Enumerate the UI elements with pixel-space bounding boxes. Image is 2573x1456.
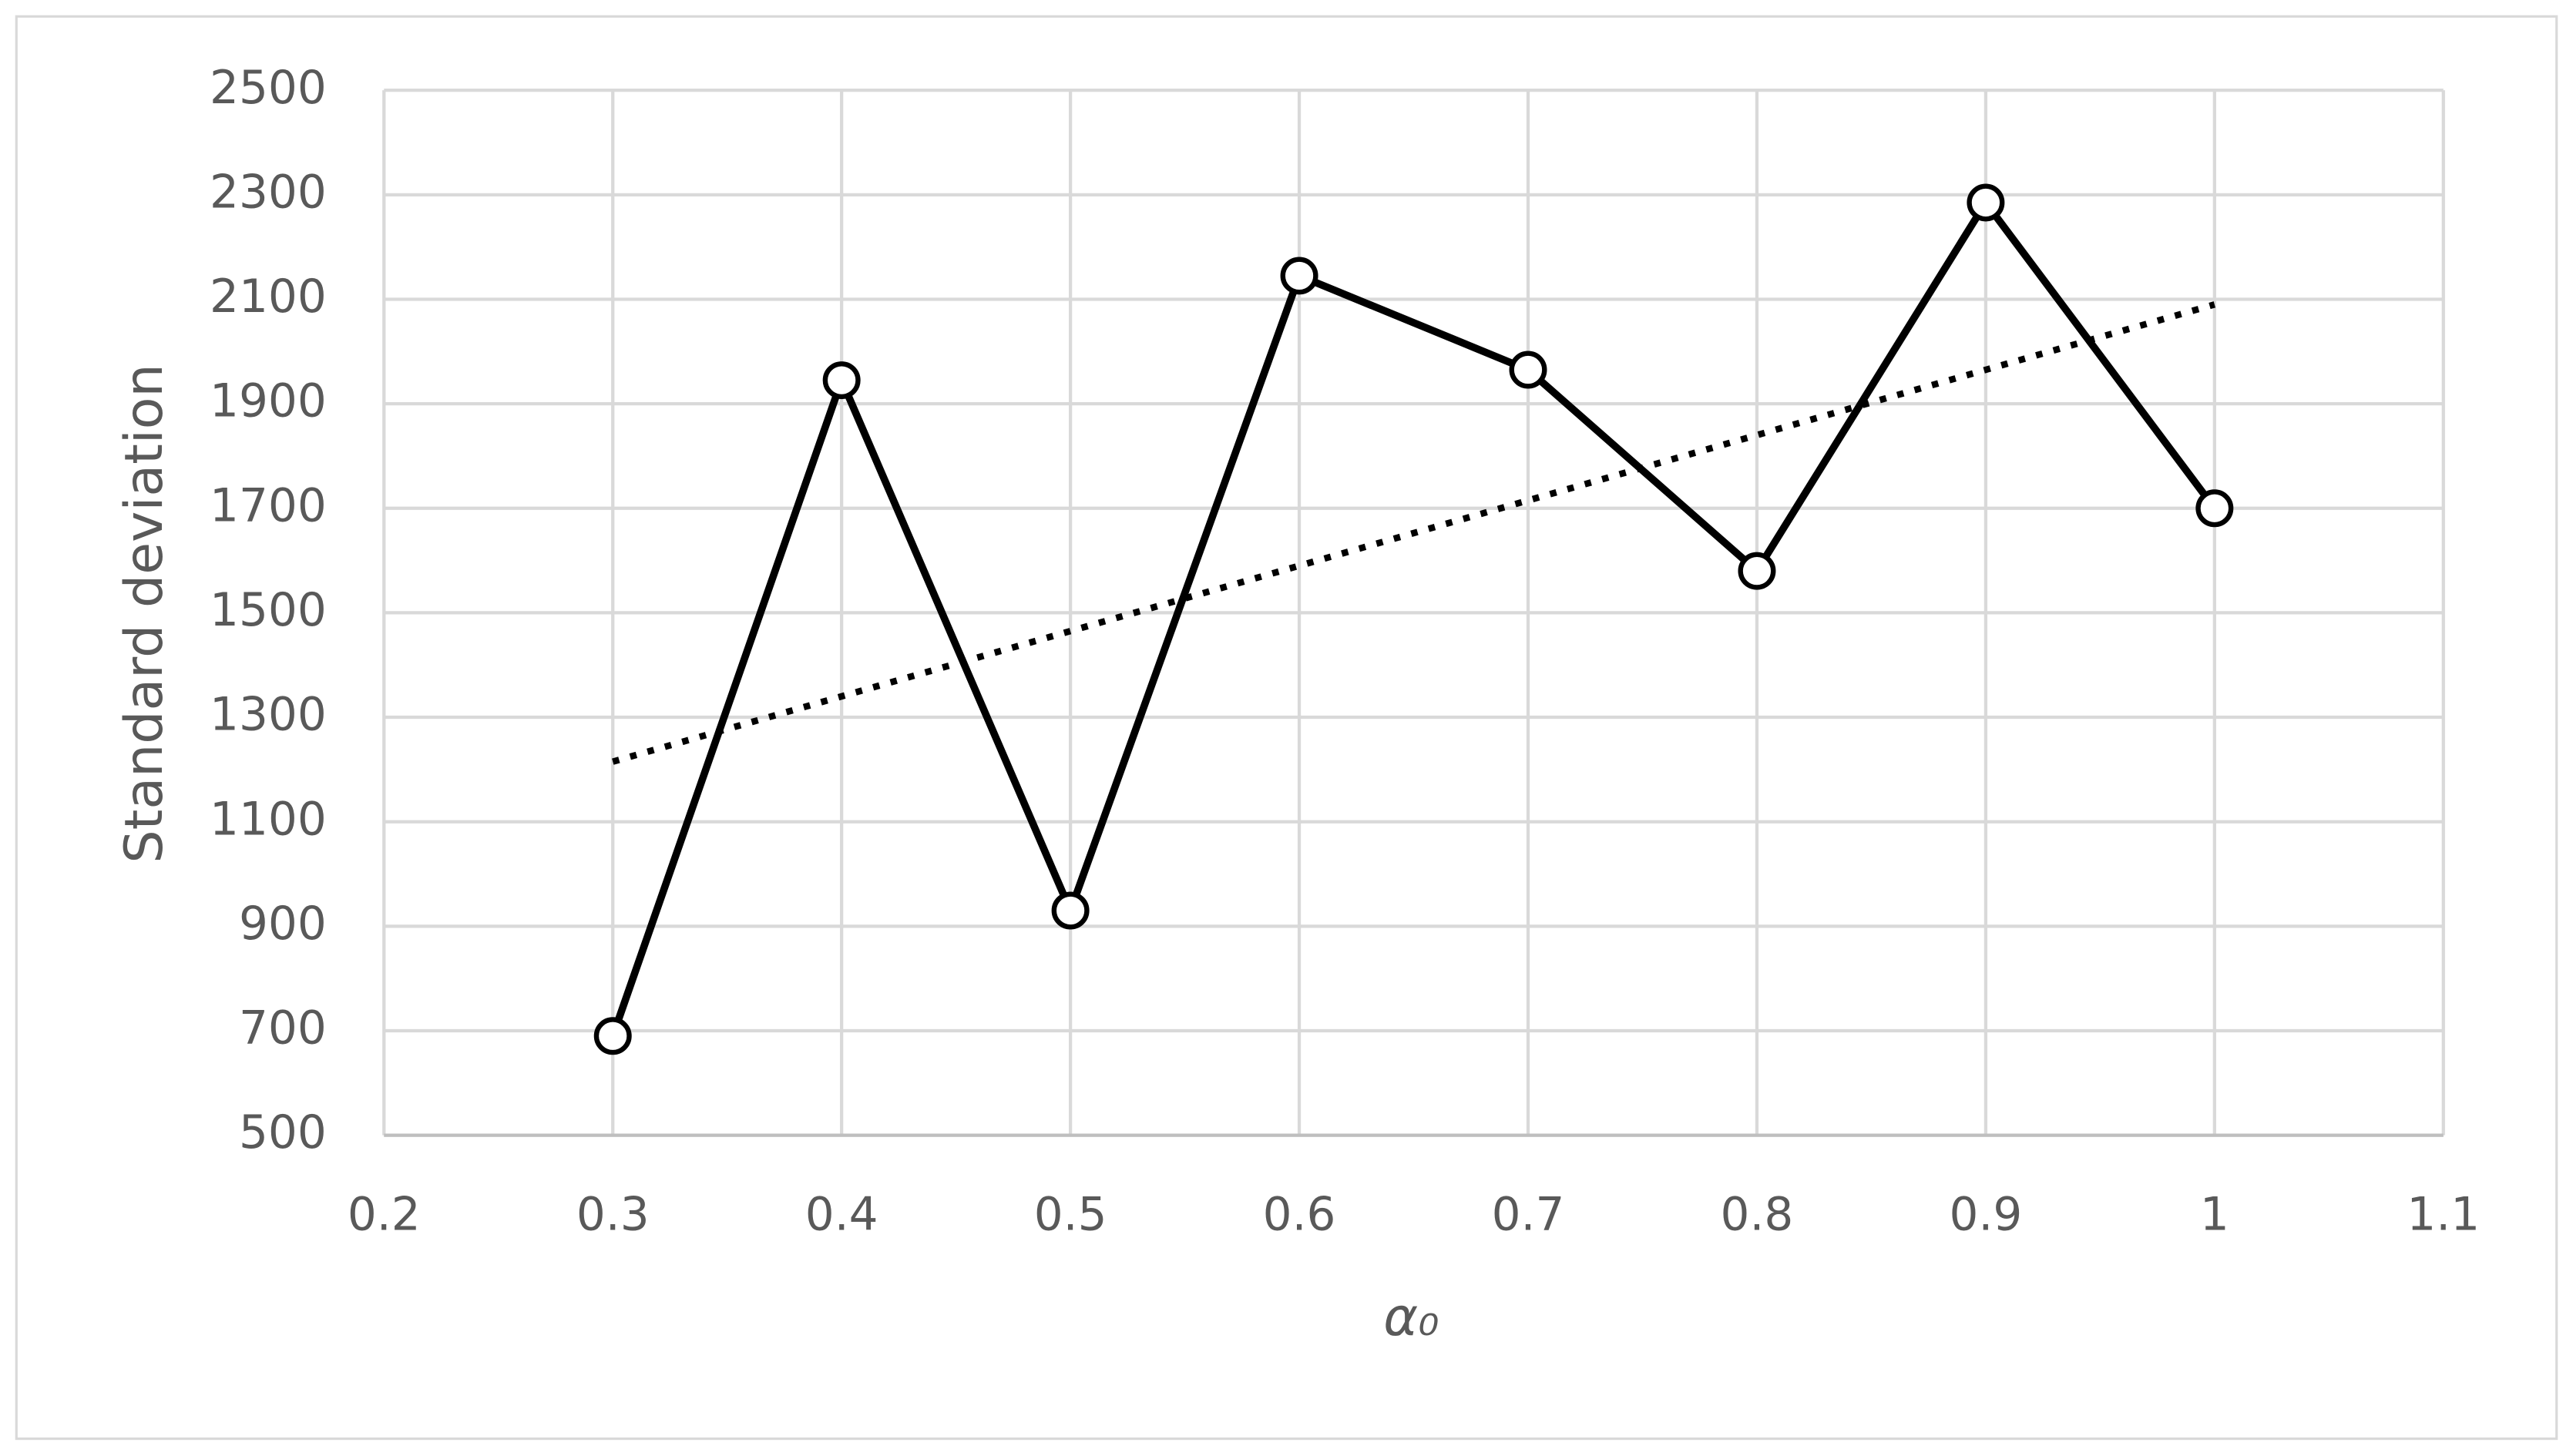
x-tick-label: 0.7 — [1492, 1189, 1565, 1242]
y-tick-label: 1300 — [210, 689, 327, 742]
x-tick-label: 1 — [2200, 1189, 2229, 1242]
y-tick-label: 2100 — [210, 270, 327, 324]
y-tick-label: 2300 — [210, 166, 327, 219]
x-tick-label: 0.8 — [1721, 1189, 1794, 1242]
x-tick-label: 0.3 — [576, 1189, 650, 1242]
data-point — [1738, 552, 1776, 590]
x-tick-label: 0.9 — [1949, 1189, 2022, 1242]
chart-border — [15, 15, 2558, 1441]
series-line — [609, 199, 2218, 1038]
y-tick-label: 900 — [239, 897, 327, 951]
y-tick-label: 1100 — [210, 793, 327, 846]
data-point — [2195, 489, 2234, 528]
y-tick-label: 1700 — [210, 479, 327, 532]
y-tick-label: 700 — [239, 1002, 327, 1055]
y-tick-label: 1900 — [210, 375, 327, 428]
y-axis-label: Standard deviation — [114, 364, 175, 863]
data-point — [593, 1017, 632, 1055]
x-tick-label: 0.2 — [348, 1189, 421, 1242]
x-tick-label: 1.1 — [2407, 1189, 2480, 1242]
data-point — [1051, 891, 1090, 930]
x-tick-label: 0.4 — [805, 1189, 878, 1242]
y-tick-label: 1500 — [210, 584, 327, 637]
data-point — [1509, 351, 1547, 389]
x-tick-label: 0.6 — [1263, 1189, 1336, 1242]
x-tick-label: 0.5 — [1034, 1189, 1107, 1242]
data-point — [1967, 183, 2005, 222]
trendline — [612, 301, 2216, 765]
y-tick-label: 500 — [239, 1106, 327, 1159]
data-point — [1280, 257, 1318, 295]
x-axis-label: α₀ — [1383, 1287, 1439, 1348]
data-point — [822, 361, 861, 400]
y-tick-label: 2500 — [210, 62, 327, 115]
